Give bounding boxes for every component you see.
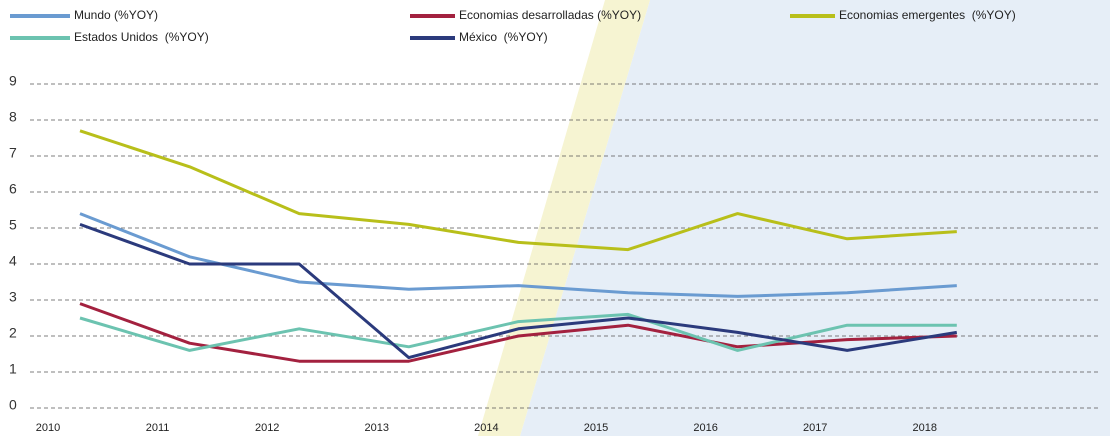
x-tick-label: 2010	[36, 422, 60, 434]
series-line	[79, 302, 957, 363]
transition-band	[478, 0, 650, 436]
x-tick-label: 2012	[255, 422, 279, 434]
x-tick-label: 2014	[474, 422, 498, 434]
x-tick-label: 2013	[365, 422, 389, 434]
legend-label: Estados Unidos (%YOY)	[74, 30, 209, 44]
y-tick-label: 6	[9, 181, 17, 197]
x-tick-label: 2011	[146, 422, 170, 434]
series-line	[79, 222, 958, 360]
y-tick-label: 0	[9, 397, 17, 413]
y-tick-label: 2	[9, 325, 17, 341]
y-tick-label: 9	[9, 73, 17, 89]
legend-label: Economias desarrolladas (%YOY)	[459, 8, 641, 22]
y-tick-label: 1	[9, 361, 17, 377]
y-tick-label: 7	[9, 145, 17, 161]
series-line	[79, 129, 957, 252]
grid: 0 1 2 3 4 5 6 7 8 9 2010 2011 2012 2013 2014 2015 2016 20…	[9, 73, 1100, 434]
series-line	[79, 312, 957, 352]
y-tick-label: 5	[9, 217, 17, 233]
x-tick-label: 2016	[693, 422, 717, 434]
lines	[79, 129, 958, 363]
legend-label: México (%YOY)	[459, 30, 548, 44]
legend-label: Economias emergentes (%YOY)	[839, 8, 1016, 22]
y-tick-label: 4	[9, 253, 17, 269]
legend-label: Mundo (%YOY)	[74, 8, 158, 22]
x-tick-label: 2017	[803, 422, 827, 434]
y-tick-label: 8	[9, 109, 17, 125]
x-tick-label: 2018	[913, 422, 937, 434]
y-tick-label: 3	[9, 289, 17, 305]
legend: Mundo (%YOY) Economias desarrolladas (%YO…	[10, 8, 1016, 44]
x-tick-label: 2015	[584, 422, 608, 434]
